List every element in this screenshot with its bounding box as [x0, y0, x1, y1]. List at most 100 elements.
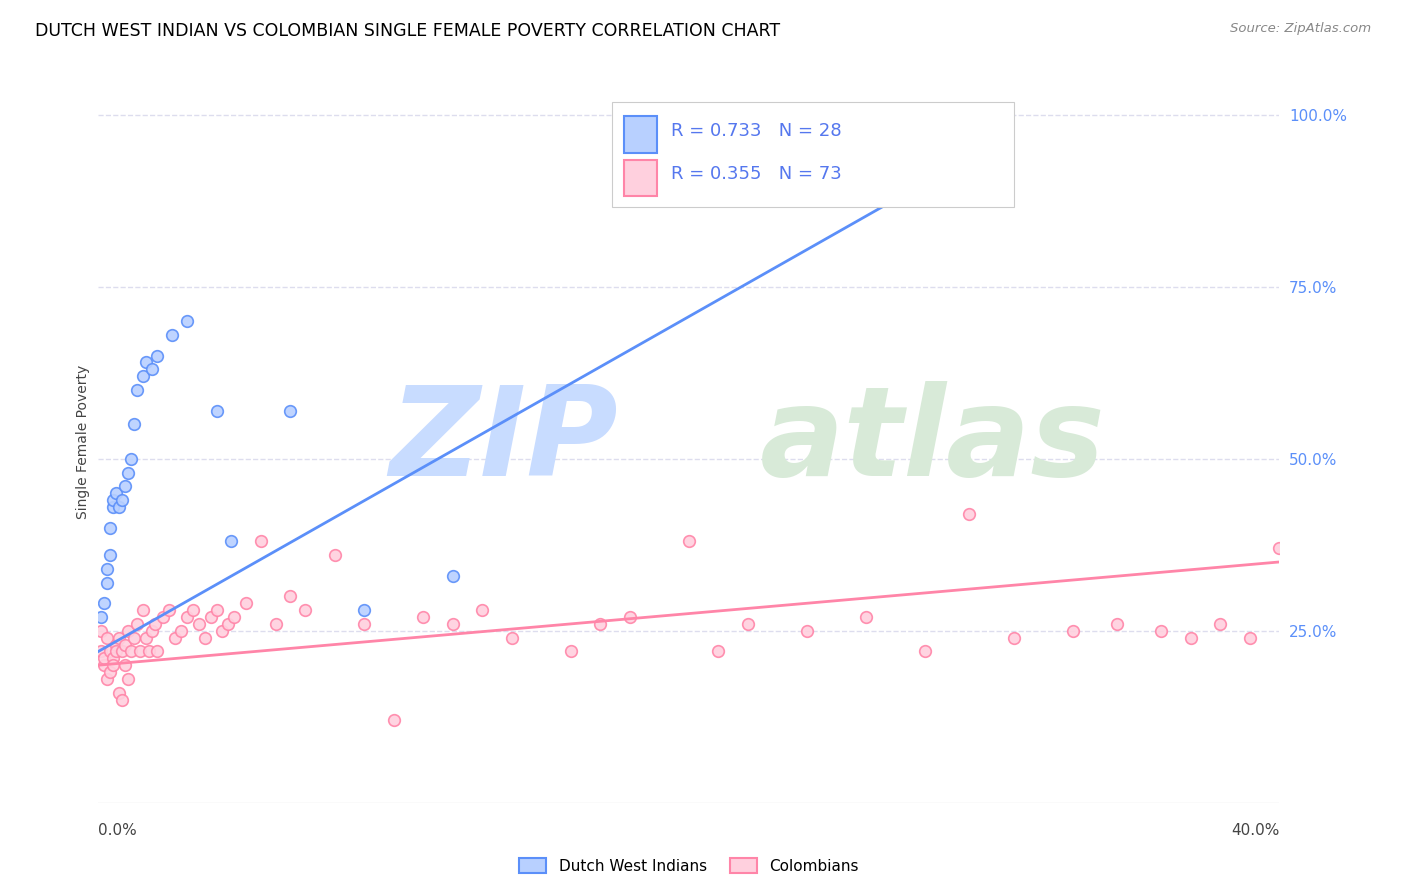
- Point: [125, 383, 148, 397]
- Point: [1150, 624, 1173, 638]
- Point: [90, 644, 112, 658]
- Point: [619, 610, 641, 624]
- Point: [250, 534, 273, 549]
- Point: [1002, 631, 1025, 645]
- Legend: Dutch West Indians, Colombians: Dutch West Indians, Colombians: [513, 852, 865, 880]
- Point: [152, 610, 174, 624]
- Point: [1107, 616, 1129, 631]
- Point: [1209, 616, 1232, 631]
- Point: [501, 631, 523, 645]
- Point: [117, 466, 139, 480]
- Text: DUTCH WEST INDIAN VS COLOMBIAN SINGLE FEMALE POVERTY CORRELATION CHART: DUTCH WEST INDIAN VS COLOMBIAN SINGLE FE…: [35, 22, 780, 40]
- Point: [117, 672, 139, 686]
- Point: [959, 507, 981, 521]
- Point: [111, 644, 134, 658]
- Point: [93, 596, 115, 610]
- Point: [120, 451, 142, 466]
- Point: [589, 616, 612, 631]
- Point: [200, 610, 222, 624]
- Point: [105, 638, 128, 652]
- Point: [105, 644, 128, 658]
- Point: [111, 692, 134, 706]
- Point: [280, 403, 302, 417]
- Point: [96, 562, 118, 576]
- Point: [1180, 631, 1202, 645]
- Point: [120, 644, 142, 658]
- Point: [165, 631, 187, 645]
- Text: 40.0%: 40.0%: [1232, 823, 1279, 838]
- Point: [132, 369, 155, 384]
- Point: [205, 603, 228, 617]
- Point: [280, 590, 302, 604]
- Point: [98, 548, 121, 562]
- Point: [103, 493, 125, 508]
- Point: [96, 631, 118, 645]
- Point: [108, 500, 131, 514]
- Point: [128, 644, 150, 658]
- Point: [1062, 624, 1084, 638]
- Point: [224, 610, 246, 624]
- Point: [98, 520, 121, 534]
- Point: [114, 638, 136, 652]
- Point: [221, 534, 243, 549]
- Point: [176, 610, 198, 624]
- Point: [162, 327, 183, 342]
- Point: [103, 658, 125, 673]
- Point: [93, 651, 115, 665]
- Point: [235, 596, 257, 610]
- Point: [90, 624, 112, 638]
- Point: [441, 616, 464, 631]
- Point: [117, 624, 139, 638]
- Y-axis label: Single Female Poverty: Single Female Poverty: [76, 365, 90, 518]
- Point: [135, 355, 157, 369]
- Point: [929, 156, 952, 170]
- Point: [122, 631, 145, 645]
- Point: [211, 624, 233, 638]
- Point: [122, 417, 145, 432]
- Point: [176, 314, 198, 328]
- FancyBboxPatch shape: [624, 160, 657, 196]
- Point: [194, 631, 217, 645]
- Point: [103, 500, 125, 514]
- Text: R = 0.733   N = 28: R = 0.733 N = 28: [671, 122, 842, 140]
- Point: [471, 603, 494, 617]
- Point: [1239, 631, 1261, 645]
- Text: atlas: atlas: [759, 381, 1105, 502]
- Point: [441, 568, 464, 582]
- Text: R = 0.355   N = 73: R = 0.355 N = 73: [671, 165, 842, 183]
- Point: [90, 610, 112, 624]
- FancyBboxPatch shape: [612, 102, 1014, 207]
- Point: [108, 686, 131, 700]
- Point: [264, 616, 287, 631]
- Point: [181, 603, 204, 617]
- Point: [1268, 541, 1291, 556]
- Point: [111, 493, 134, 508]
- Point: [707, 644, 730, 658]
- Point: [143, 616, 166, 631]
- Point: [146, 349, 169, 363]
- Text: 0.0%: 0.0%: [98, 823, 138, 838]
- Point: [170, 624, 193, 638]
- Point: [796, 624, 818, 638]
- Point: [125, 616, 148, 631]
- Point: [103, 651, 125, 665]
- Point: [205, 403, 228, 417]
- Point: [353, 616, 375, 631]
- Point: [412, 610, 434, 624]
- Point: [294, 603, 316, 617]
- Text: ZIP: ZIP: [389, 381, 619, 502]
- Point: [323, 548, 346, 562]
- Point: [382, 713, 405, 727]
- Point: [135, 631, 157, 645]
- Point: [141, 362, 163, 376]
- FancyBboxPatch shape: [624, 117, 657, 153]
- Point: [560, 644, 582, 658]
- Point: [353, 603, 375, 617]
- Point: [914, 644, 936, 658]
- Point: [737, 616, 759, 631]
- Point: [114, 479, 136, 493]
- Point: [93, 658, 115, 673]
- Point: [114, 658, 136, 673]
- Point: [132, 603, 155, 617]
- Point: [187, 616, 209, 631]
